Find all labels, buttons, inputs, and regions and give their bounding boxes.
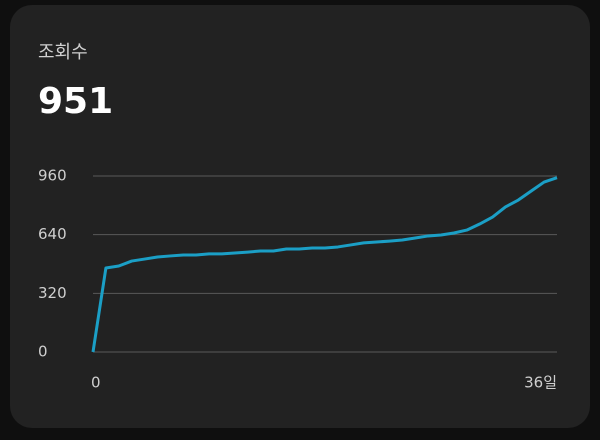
y-tick-label: 320: [38, 284, 67, 302]
card-title: 조회수: [38, 42, 88, 63]
y-tick-label: 640: [38, 225, 67, 243]
total-value: 951: [38, 81, 113, 122]
x-tick-label: 36일: [524, 374, 557, 392]
y-tick-label: 960: [38, 167, 67, 185]
x-tick-label: 0: [91, 374, 101, 392]
card-bg: [10, 5, 590, 428]
data-line: [91, 176, 558, 353]
y-tick-label: 0: [38, 343, 48, 361]
